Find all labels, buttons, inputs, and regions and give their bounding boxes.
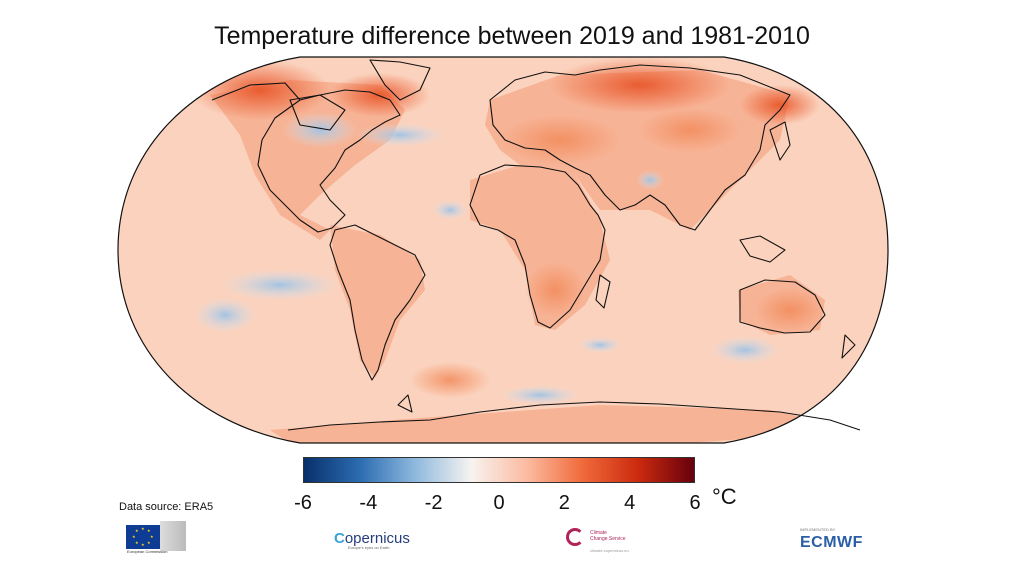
- colorbar-tick-label: -6: [294, 492, 312, 514]
- map-border: [117, 56, 889, 444]
- c3s-logo-text: Climate Change Service: [590, 530, 626, 542]
- thermometer-ring-icon: [566, 528, 584, 546]
- colorbar-tick-label: 2: [558, 492, 570, 514]
- ecmwf-logo-text: ECMWF: [800, 534, 863, 551]
- eu-logo-text: European Commission: [127, 549, 168, 554]
- coastlines: [211, 59, 861, 431]
- colorbar-tick-label: -2: [424, 492, 443, 514]
- eu-logo: ★ ★ ★ ★ ★ ★ ★ ★ European Commission: [126, 521, 188, 555]
- world-map: [117, 56, 889, 444]
- colorbar: [303, 457, 695, 483]
- colorbar-tick-label: 4: [624, 492, 636, 514]
- chart-title: Temperature difference between 2019 and …: [214, 22, 810, 50]
- colorbar-tick-label: -4: [359, 492, 378, 514]
- ecmwf-logo: IMPLEMENTED BY ECMWF: [800, 527, 863, 551]
- c3s-logo: Climate Change Service climate.copernicus…: [566, 526, 666, 556]
- eu-flag-icon: ★ ★ ★ ★ ★ ★ ★ ★: [126, 525, 160, 549]
- colorbar-unit: °C: [712, 484, 737, 509]
- colorbar-tick-label: 6: [689, 492, 701, 514]
- data-source: Data source: ERA5: [119, 501, 214, 513]
- building-icon: [160, 521, 186, 551]
- c3s-logo-url: climate.copernicus.eu: [590, 548, 629, 553]
- anomaly-field: [118, 57, 888, 443]
- copernicus-logo: Copernicus Europe's eyes on Earth: [334, 530, 410, 550]
- colorbar-tick-label: 0: [493, 492, 505, 514]
